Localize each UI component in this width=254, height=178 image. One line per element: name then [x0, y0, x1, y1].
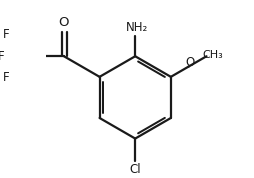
Text: O: O: [185, 56, 195, 69]
Text: CH₃: CH₃: [203, 49, 223, 60]
Text: O: O: [59, 16, 69, 29]
Text: F: F: [3, 28, 10, 41]
Text: F: F: [3, 71, 10, 84]
Text: NH₂: NH₂: [126, 22, 148, 35]
Text: Cl: Cl: [129, 163, 141, 176]
Text: F: F: [0, 50, 4, 63]
